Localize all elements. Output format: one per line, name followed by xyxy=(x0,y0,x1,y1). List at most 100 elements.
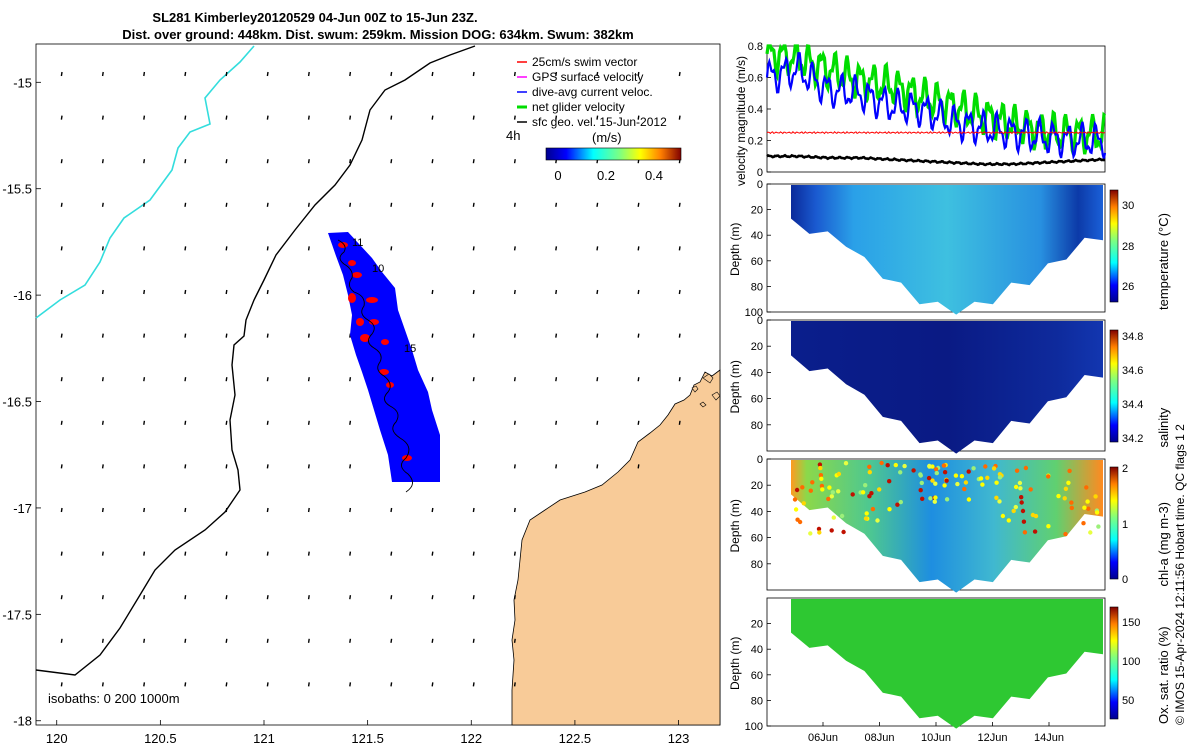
velocity-arrow xyxy=(266,420,269,425)
velocity-arrow xyxy=(184,682,187,687)
chlorophyll-sample-dot xyxy=(864,511,869,516)
oxygen-colorbar xyxy=(1109,606,1119,720)
velocity-arrow xyxy=(472,159,475,164)
chlorophyll-sample-dot xyxy=(1017,480,1023,486)
salinity-panel xyxy=(766,319,1106,454)
velocity-arrow xyxy=(513,377,516,382)
velocity-arrow xyxy=(143,115,146,120)
oxygen-section xyxy=(791,599,1103,729)
chlorophyll-sample-dot xyxy=(920,496,925,501)
day-label-10: 10 xyxy=(372,263,384,275)
depth-ytick-label: 80 xyxy=(751,695,763,707)
velocity-arrow xyxy=(431,595,434,600)
chlorophyll-sample-dot xyxy=(1000,513,1006,519)
chlorophyll-colorbar xyxy=(1109,466,1119,580)
velocity-arrow xyxy=(637,202,640,207)
depth-ytick-label: 20 xyxy=(751,619,763,631)
sfc-velocity-line xyxy=(766,153,1106,167)
velocity-arrow xyxy=(225,246,228,251)
chlorophyll-sample-dot xyxy=(829,528,834,533)
chlorophyll-sample-dot xyxy=(863,483,868,488)
chlorophyll-sample-dot xyxy=(934,470,939,476)
velocity-arrow xyxy=(431,638,434,643)
velocity-arrow xyxy=(307,377,310,382)
velocity-arrow xyxy=(184,638,187,643)
chlorophyll-sample-dot xyxy=(955,481,960,487)
map-xtick-label: 123 xyxy=(668,731,690,746)
velocity-arrow xyxy=(266,595,269,600)
velocity-ytick-label: 0.2 xyxy=(748,136,763,148)
velocity-arrow xyxy=(143,507,146,513)
velocity-arrow xyxy=(143,377,146,382)
velocity-arrow xyxy=(555,202,558,207)
chlorophyll-sample-dot xyxy=(930,478,935,483)
title-line-1: SL281 Kimberley20120529 04-Jun 00Z to 15… xyxy=(152,10,477,25)
chlorophyll-sample-dot xyxy=(830,490,835,495)
colorbar-tick-label: 28 xyxy=(1122,241,1134,253)
chlorophyll-sample-dot xyxy=(971,466,976,471)
velocity-arrow xyxy=(225,595,228,600)
chlorophyll-sample-dot xyxy=(1023,465,1029,471)
chlorophyll-sample-dot xyxy=(933,481,938,486)
velocity-arrow xyxy=(390,595,393,600)
chlorophyll-sample-dot xyxy=(898,499,903,505)
map-legend: 25cm/s swim vector GPS surface velocity … xyxy=(517,55,667,129)
velocity-arrow xyxy=(678,246,681,251)
colorbar-tick-label: 100 xyxy=(1122,656,1140,668)
chlorophyll-sample-dot xyxy=(841,529,846,535)
velocity-arrow xyxy=(555,289,558,295)
land-mass xyxy=(511,369,721,726)
velocity-arrow xyxy=(101,464,104,469)
depth-ytick-label: 0 xyxy=(757,454,763,466)
velocity-arrow xyxy=(513,71,516,77)
velocity-arrow xyxy=(390,638,393,643)
velocity-arrow xyxy=(390,507,393,513)
depth-ytick-label: 20 xyxy=(751,205,763,217)
velocity-arrow xyxy=(349,377,352,382)
chlorophyll-sample-dot xyxy=(1046,524,1051,529)
chlorophyll-sample-dot xyxy=(801,501,806,506)
chlorophyll-sample-dot xyxy=(836,471,842,477)
chlorophyll-sample-dot xyxy=(1019,500,1024,505)
chlorophyll-sample-dot xyxy=(953,473,959,478)
velocity-arrow xyxy=(307,115,310,120)
velocity-arrow xyxy=(101,202,104,207)
velocity-arrow xyxy=(225,551,228,556)
velocity-arrow xyxy=(60,377,63,382)
chlorophyll-sample-dot xyxy=(942,483,947,488)
depth-ytick-label: 40 xyxy=(751,367,763,379)
velocity-arrow xyxy=(555,115,558,120)
velocity-arrow xyxy=(266,202,269,207)
velocity-arrow xyxy=(101,377,104,382)
velocity-arrow xyxy=(349,507,352,513)
depth-ylabel: Depth (m) xyxy=(728,223,742,276)
velocity-arrow xyxy=(513,115,516,120)
depth-ytick-label: 100 xyxy=(745,721,763,733)
chlorophyll-sample-dot xyxy=(944,497,950,502)
velocity-arrow xyxy=(266,551,269,556)
velocity-arrow xyxy=(184,507,187,513)
velocity-arrow xyxy=(143,159,146,164)
velocity-arrow xyxy=(678,333,681,338)
map-ytick-label: -16 xyxy=(13,288,32,303)
velocity-arrow xyxy=(101,507,104,513)
map-ytick-label: -18 xyxy=(13,714,32,729)
velocity-arrow xyxy=(678,289,681,295)
chlorophyll-sample-dot xyxy=(933,495,938,500)
islands xyxy=(691,373,721,408)
velocity-arrow xyxy=(101,638,104,643)
colorbar-tick-label: 0 xyxy=(1122,574,1128,586)
map-xtick-label: 122.5 xyxy=(559,731,592,746)
chlorophyll-sample-dot xyxy=(887,507,892,512)
net-velocity-line xyxy=(765,43,1107,155)
chlorophyll-sample-dot xyxy=(911,468,916,473)
velocity-arrow xyxy=(472,115,475,120)
velocity-arrow xyxy=(555,333,558,338)
chlorophyll-sample-dot xyxy=(1093,494,1098,499)
velocity-arrow xyxy=(101,420,104,425)
velocity-arrow xyxy=(307,682,310,687)
chlorophyll-sample-dot xyxy=(918,488,923,493)
salinity-section xyxy=(791,321,1103,454)
chlorophyll-sample-dot xyxy=(1020,508,1026,514)
